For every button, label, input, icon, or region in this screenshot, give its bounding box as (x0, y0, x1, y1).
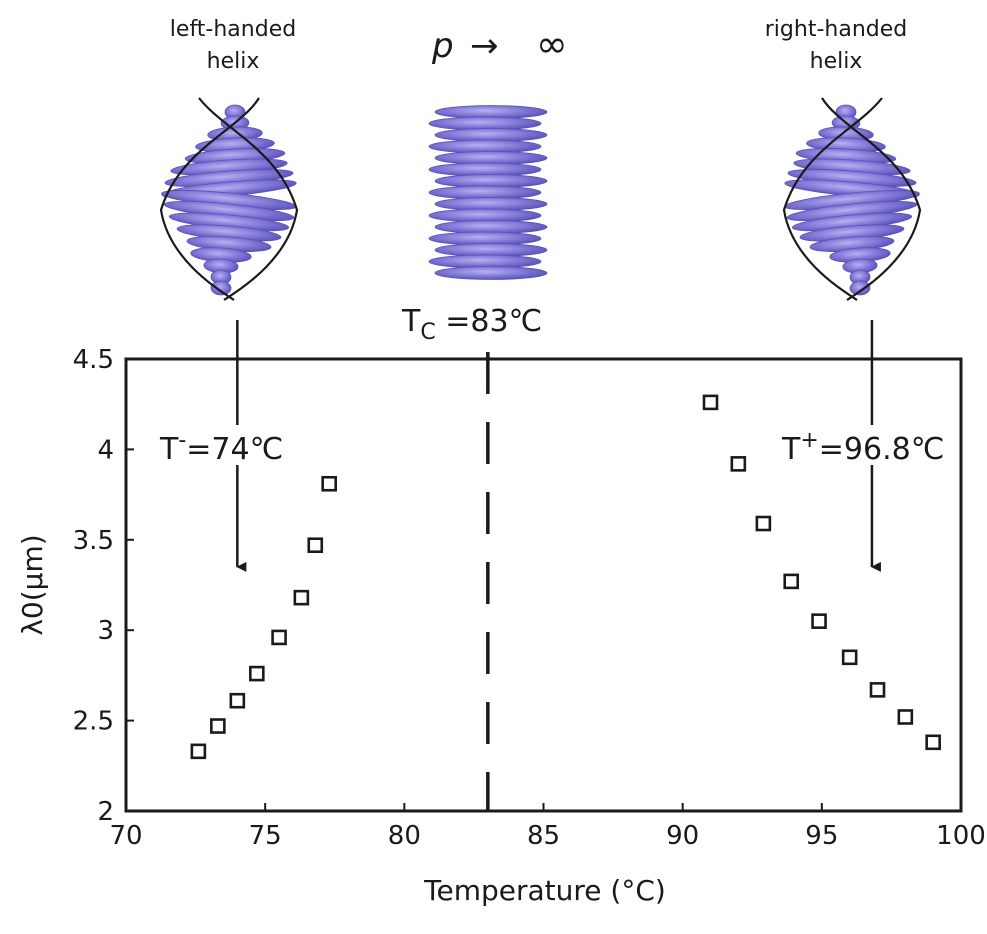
data-point (730, 456, 747, 472)
helix-curve (198, 97, 299, 301)
data-point (783, 573, 800, 590)
tc-subscript: C (420, 320, 435, 345)
tminus-label: T-=74℃ (159, 428, 283, 467)
ellipsoid-molecule (434, 105, 548, 119)
left-helix-illustration (159, 97, 299, 301)
ellipsoid-molecule (434, 220, 548, 234)
infinity-symbol: ∞ (536, 22, 568, 66)
y-tick-label: 2.5 (73, 707, 114, 737)
x-tick-label: 80 (388, 821, 421, 851)
data-points (190, 394, 941, 760)
ellipsoid-molecule (210, 280, 232, 296)
left-helix-label: left-handed (170, 17, 296, 42)
ellipsoid-molecule (428, 116, 542, 131)
tplus-label: T+=96.8℃ (781, 428, 944, 467)
right-helix-label: right-handed (765, 17, 907, 42)
data-point (229, 692, 246, 709)
ellipsoid-molecule (428, 208, 542, 223)
ellipsoid-molecule (428, 139, 542, 154)
data-point (190, 743, 207, 760)
pitch-arrow: → (470, 26, 499, 66)
x-tick-label: 100 (936, 821, 986, 851)
x-tick-label: 75 (249, 821, 282, 851)
x-tick-label: 70 (109, 821, 142, 851)
data-point (869, 682, 886, 698)
data-point (702, 394, 719, 411)
y-tick-label: 3.5 (73, 526, 114, 556)
data-point (811, 613, 827, 629)
tplus-label-bg (780, 425, 948, 465)
x-tick-label: 85 (527, 821, 560, 851)
left-helix-label-line2: helix (207, 49, 260, 74)
data-point (307, 537, 324, 554)
data-point (293, 589, 310, 606)
axis-ticks: 70 75 80 85 90 95 100 2 2.5 3 3.5 4 4.5 (73, 345, 986, 851)
helix-curve (782, 97, 883, 301)
nematic-stack-illustration (428, 105, 548, 280)
data-point (271, 629, 287, 646)
y-axis-label: λ0(μm) (16, 534, 49, 635)
ellipsoid-molecule (434, 243, 548, 257)
x-tick-label: 90 (666, 821, 699, 851)
ellipsoid-molecule (849, 280, 871, 296)
ellipsoid-molecule (428, 254, 542, 269)
data-point (925, 734, 941, 751)
right-helix-illustration (782, 97, 922, 301)
ellipsoid-molecule (434, 174, 548, 188)
helix-curve (821, 97, 922, 301)
tc-value: =83℃ (436, 304, 543, 339)
tc-label: TC =83℃ (401, 304, 542, 345)
ellipsoid-molecule (434, 128, 548, 142)
y-tick-label: 2 (97, 797, 114, 827)
tminus-label-bg (158, 425, 292, 465)
data-point (210, 718, 226, 734)
pitch-symbol: p (431, 26, 454, 66)
tc-main: T (401, 304, 421, 339)
ellipsoid-molecule (428, 185, 542, 200)
data-point (249, 665, 265, 682)
helix-curve (159, 97, 260, 301)
y-tick-label: 3 (97, 616, 114, 646)
ellipsoid-molecule (428, 231, 542, 246)
ellipsoid-molecule (434, 197, 548, 211)
x-axis-label: Temperature (°C) (423, 874, 666, 907)
x-tick-label: 95 (805, 821, 838, 851)
data-point (321, 475, 337, 492)
data-point (755, 515, 772, 532)
ellipsoid-molecule (434, 151, 548, 165)
data-point (841, 649, 858, 666)
data-point (897, 709, 914, 725)
ellipsoid-molecule (434, 266, 548, 280)
ellipsoid-molecule (428, 162, 542, 177)
y-tick-label: 4 (97, 435, 114, 465)
right-helix-label-line2: helix (810, 49, 863, 74)
y-tick-label: 4.5 (73, 345, 114, 375)
